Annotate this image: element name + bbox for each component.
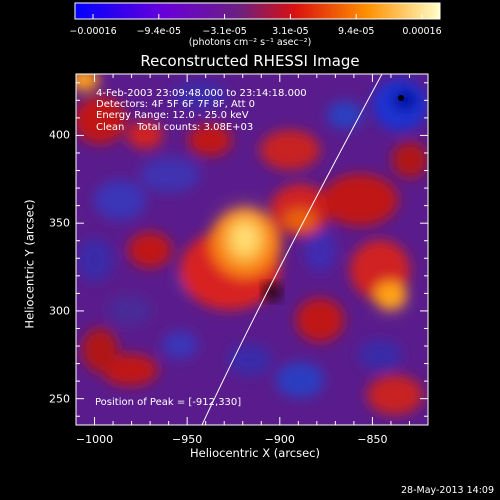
- annotation-energy-range: Energy Range: 12.0 - 25.0 keV: [96, 110, 249, 122]
- peak-position-label: Position of Peak = [-912,330]: [95, 397, 242, 408]
- y-tick-label: 300: [49, 304, 70, 318]
- colorbar-ticks: [92, 14, 423, 19]
- heatmap-image: [76, 74, 428, 425]
- chart-title: Reconstructed RHESSI Image: [140, 52, 360, 70]
- plot-frame: [75, 73, 429, 426]
- axis-ticks: [75, 74, 429, 425]
- colorbar: [74, 2, 441, 20]
- x-axis-label: Heliocentric X (arcsec): [190, 446, 320, 460]
- colorbar-tick-label: 3.1e-05: [272, 26, 309, 37]
- x-tick-label: −900: [264, 433, 295, 446]
- y-tick-label: 400: [49, 128, 70, 142]
- annotation-total-counts: Clean Total counts: 3.08E+03: [96, 121, 254, 133]
- plot-timestamp: 28-May-2013 14:09: [401, 485, 494, 496]
- y-tick-label: 250: [49, 392, 70, 406]
- colorbar-tick-label: −3.1e-05: [202, 26, 247, 37]
- solar-limb-line: [201, 74, 383, 425]
- colorbar-tick-label: −0.00016: [69, 26, 117, 37]
- colorbar-units: (photons cm⁻² s⁻¹ asec⁻²): [188, 37, 312, 48]
- annotation-detectors: Detectors: 4F 5F 6F 7F 8F, Att 0: [96, 99, 256, 111]
- observation-annotations: 4-Feb-2003 23:09:48.000 to 23:14:18.000 …: [96, 88, 307, 133]
- colorbar-tick-label: −9.4e-05: [136, 26, 182, 37]
- colorbar-tick-label: 0.00016: [402, 26, 442, 37]
- colorbar-tick-label: 9.4e-05: [337, 26, 375, 37]
- x-tick-label: −1000: [75, 433, 114, 446]
- x-tick-label: −950: [172, 433, 203, 446]
- y-axis-label: Heliocentric Y (arcsec): [22, 199, 37, 329]
- annotation-time-range: 4-Feb-2003 23:09:48.000 to 23:14:18.000: [96, 88, 307, 99]
- x-tick-label: −850: [357, 433, 388, 446]
- y-tick-label: 350: [49, 216, 70, 230]
